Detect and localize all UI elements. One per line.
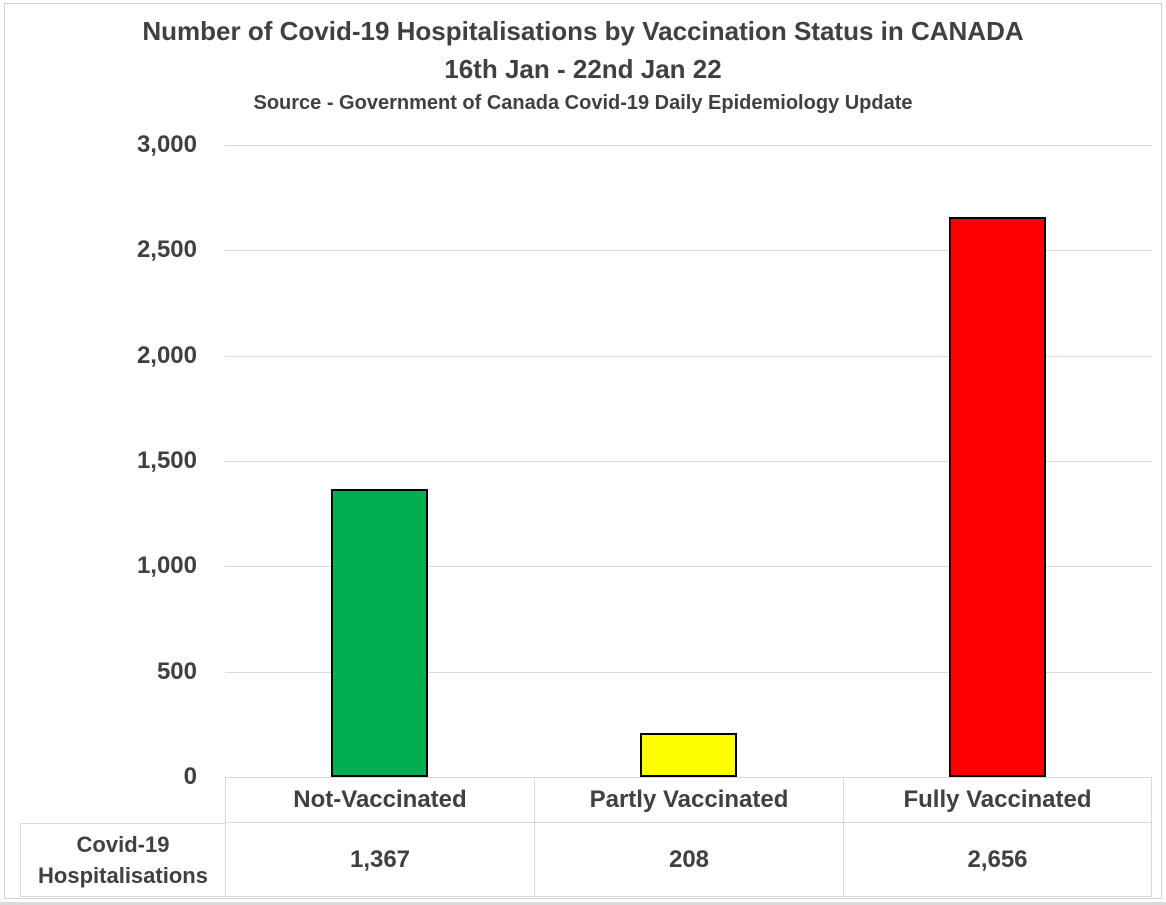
y-axis-tick-label: 500 <box>156 657 197 685</box>
table-value-cell: 2,656 <box>843 823 1152 897</box>
y-axis-tick-label: 0 <box>183 763 197 790</box>
y-axis-tick-label: 1,000 <box>136 552 197 580</box>
table-value-cell: 208 <box>534 823 843 897</box>
category-label-not-vaccinated: Not-Vaccinated <box>225 777 534 823</box>
gridline <box>225 250 1152 252</box>
chart-source: Source - Government of Canada Covid-19 D… <box>253 92 913 114</box>
gridline <box>225 355 1152 357</box>
bar-not-vaccinated <box>331 489 428 777</box>
title-block: Number of Covid-19 Hospitalisations by V… <box>0 12 1166 118</box>
bar-partly-vaccinated <box>640 733 737 777</box>
gridline <box>225 566 1152 568</box>
y-axis-tick-label: 2,000 <box>136 341 197 369</box>
chart-title: Number of Covid-19 Hospitalisations by V… <box>142 16 1024 46</box>
y-axis-tick-label: 1,500 <box>136 447 197 474</box>
table-row-label: Covid-19 Hospitalisations <box>20 823 225 897</box>
gridline <box>225 145 1152 146</box>
chart-subtitle: 16th Jan - 22nd Jan 22 <box>444 54 722 84</box>
gridline <box>225 461 1152 462</box>
category-label-partly-vaccinated: Partly Vaccinated <box>534 777 843 823</box>
category-label-fully-vaccinated: Fully Vaccinated <box>843 777 1152 823</box>
plot-area <box>225 145 1152 777</box>
bar-fully-vaccinated <box>949 217 1046 777</box>
table-value-cell: 1,367 <box>225 823 534 897</box>
y-axis-tick-label: 2,500 <box>136 236 197 264</box>
y-axis-tick-label: 3,000 <box>136 131 197 158</box>
gridline <box>225 671 1152 673</box>
bottom-edge-strip <box>0 902 1166 905</box>
